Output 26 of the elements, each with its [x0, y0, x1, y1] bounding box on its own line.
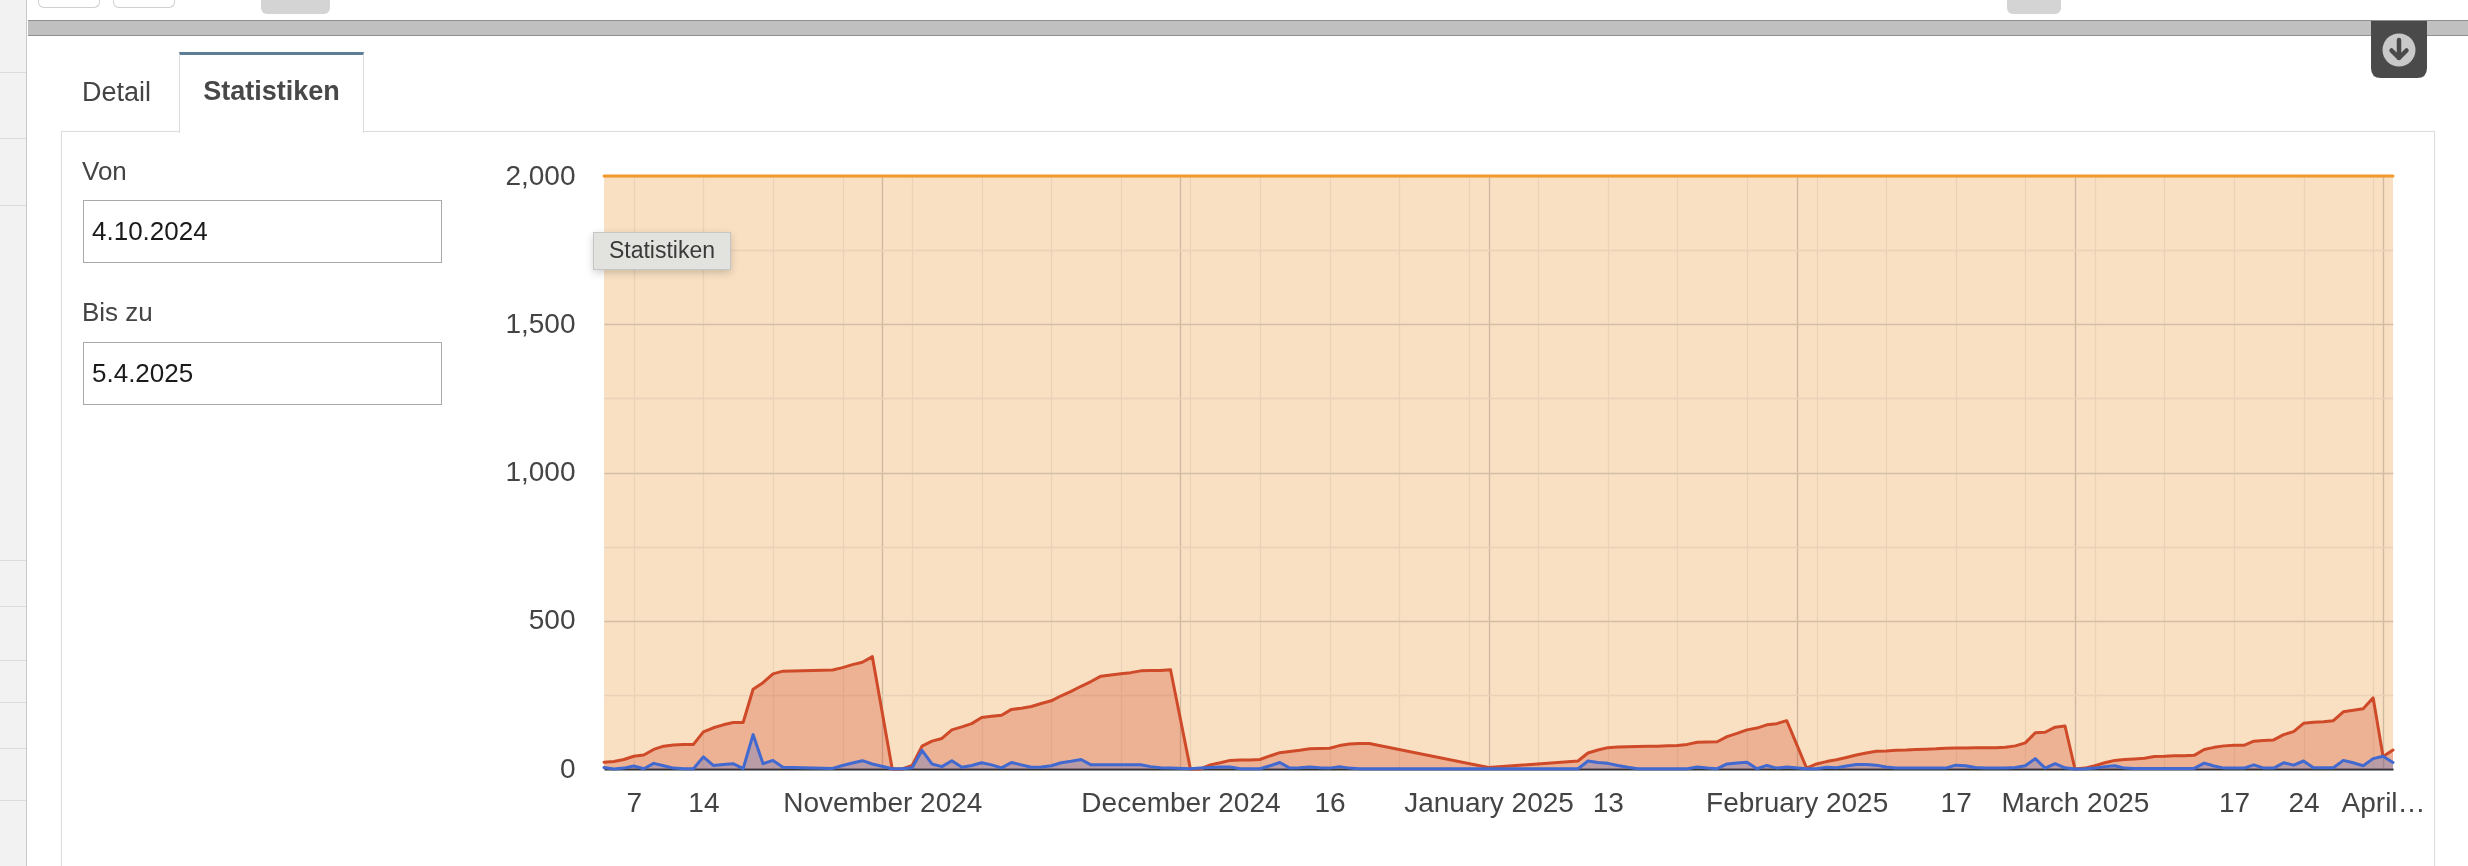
- x-tick-label: 16: [1314, 786, 1346, 818]
- y-tick-label: 1,000: [505, 456, 576, 487]
- text: Detail: [82, 75, 152, 109]
- x-tick-label: February 2025: [1706, 786, 1889, 818]
- x-tick-label: November 2024: [783, 786, 983, 818]
- y-tick-label: 0: [559, 752, 576, 784]
- x-tick-label: 14: [688, 786, 720, 818]
- y-tick-label: 1,500: [505, 307, 576, 339]
- text: Bis zu: [82, 297, 153, 329]
- x-tick-label: April…: [2341, 786, 2426, 818]
- x-tick-label: 17: [1940, 786, 1972, 818]
- text: Von: [82, 156, 127, 188]
- y-tick-label: 2,000: [505, 159, 576, 191]
- x-tick-label: December 2024: [1081, 786, 1281, 818]
- x-tick-label: 17: [2218, 786, 2251, 818]
- text: 5.4.2025: [92, 358, 194, 390]
- x-tick-label: 24: [2288, 786, 2320, 818]
- text: 4.10.2024: [92, 216, 208, 248]
- y-tick-label: 500: [528, 604, 576, 636]
- x-tick-label: March 2025: [2001, 786, 2150, 818]
- annotation: Statistiken: [607, 237, 717, 265]
- x-tick-label: January 2025: [1404, 786, 1574, 818]
- x-tick-label: 7: [626, 786, 643, 818]
- x-tick-label: 13: [1592, 786, 1624, 818]
- tooltip: Statistiken: [593, 232, 731, 270]
- tab: Statistiken: [179, 52, 364, 133]
